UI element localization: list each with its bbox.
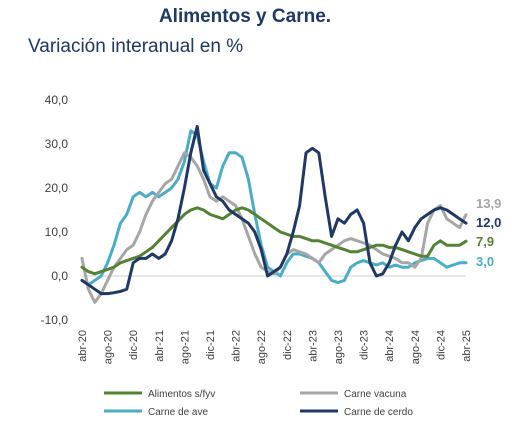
y-tick-label: 10,0 xyxy=(45,225,69,239)
x-tick-label: abr-21 xyxy=(154,330,166,362)
y-tick-label: 30,0 xyxy=(45,137,69,151)
x-tick-label: dic-24 xyxy=(435,330,447,360)
end-label: 3,0 xyxy=(476,254,494,269)
end-label: 13,9 xyxy=(476,196,501,211)
series-line-1 xyxy=(80,151,468,304)
end-label: 7,9 xyxy=(476,234,494,249)
y-tick-label: -10,0 xyxy=(41,313,69,327)
end-label: 12,0 xyxy=(476,215,501,230)
x-tick-label: abr-23 xyxy=(307,330,319,362)
y-axis: -10,0 0,0 10,0 20,0 30,0 40,0 xyxy=(41,93,69,327)
y-tick-label: 20,0 xyxy=(45,181,69,195)
x-tick-label: abr-25 xyxy=(461,330,473,362)
legend-label: Alimentos s/fyv xyxy=(148,389,215,400)
x-axis: abr-20 ago-20 dic-20 abr-21 ago-21 dic-21 abr-… xyxy=(77,275,473,364)
x-tick-label: abr-24 xyxy=(384,330,396,362)
series-lines xyxy=(80,124,468,304)
x-tick-label: ago-24 xyxy=(410,330,422,364)
x-tick-label: ago-21 xyxy=(179,330,191,364)
x-tick-label: ago-23 xyxy=(333,330,345,364)
legend: Alimentos s/fyv Carne vacuna Carne de ave C… xyxy=(104,389,413,418)
series-line-3 xyxy=(80,124,468,296)
x-tick-label: dic-20 xyxy=(128,330,140,360)
legend-label: Carne vacuna xyxy=(344,389,407,400)
legend-label: Carne de ave xyxy=(148,407,208,418)
x-tick-label: ago-22 xyxy=(256,330,268,364)
x-tick-label: abr-22 xyxy=(231,330,243,362)
chart-subtitle: Variación interanual en % xyxy=(28,36,244,57)
series-line-0 xyxy=(80,206,468,276)
x-tick-label: dic-23 xyxy=(359,330,371,360)
end-labels: 13,9 12,0 7,9 3,0 xyxy=(476,196,501,269)
y-tick-label: 40,0 xyxy=(45,93,69,107)
x-tick-label: dic-21 xyxy=(205,330,217,360)
x-tick-label: abr-20 xyxy=(77,330,89,362)
chart-title: Alimentos y Carne. xyxy=(158,6,332,27)
x-tick-label: dic-22 xyxy=(282,330,294,360)
legend-label: Carne de cerdo xyxy=(344,407,413,418)
x-tick-label: ago-20 xyxy=(103,330,115,364)
y-tick-label: 0,0 xyxy=(51,269,68,283)
